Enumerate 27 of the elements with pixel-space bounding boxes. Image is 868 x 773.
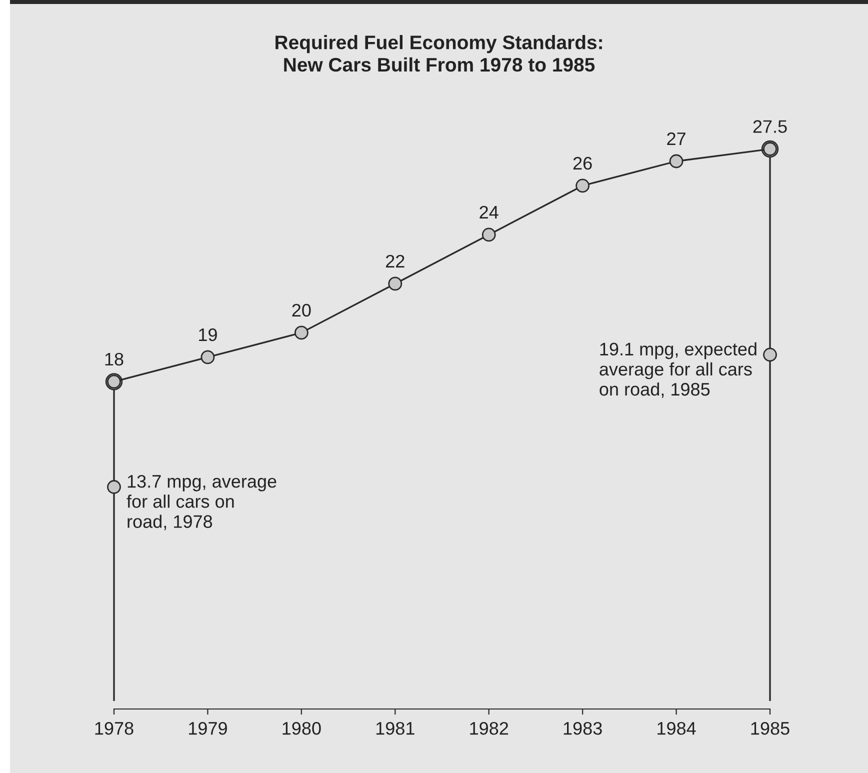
- annotation: 19.1 mpg, expected average for all cars on road, 1985: [600, 342, 756, 398]
- x-tick-label: 1980: [282, 722, 321, 735]
- chart-title: Required Fuel Economy Standards: New Cars Built From 1978 to 1985: [276, 35, 602, 72]
- data-label: 18: [105, 352, 124, 366]
- point: [388, 276, 402, 291]
- point: [482, 228, 496, 242]
- data-label: 24: [480, 206, 498, 218]
- x-tick-label: 1984: [658, 722, 696, 735]
- point: [763, 348, 777, 362]
- x-tick-label: 1978: [95, 722, 134, 735]
- data-label: 22: [386, 254, 404, 268]
- data-label: 27: [667, 132, 686, 145]
- x-tick-label: 1985: [751, 722, 790, 735]
- x-tick-label: 1982: [470, 722, 508, 735]
- point: [200, 350, 215, 364]
- annotation: 13.7 mpg, average for all cars on road, 1978: [126, 474, 276, 530]
- point: [669, 154, 684, 168]
- x-tick-label: 1981: [376, 722, 414, 735]
- data-label: 20: [292, 304, 311, 317]
- point: [576, 178, 590, 193]
- data-label: 26: [573, 156, 592, 170]
- point: [294, 326, 308, 340]
- x-tick-label: 1983: [564, 722, 602, 735]
- data-label: 27.5: [753, 120, 787, 133]
- data-label: 19: [199, 328, 217, 342]
- point: [107, 480, 121, 494]
- x-tick-label: 1979: [189, 722, 227, 735]
